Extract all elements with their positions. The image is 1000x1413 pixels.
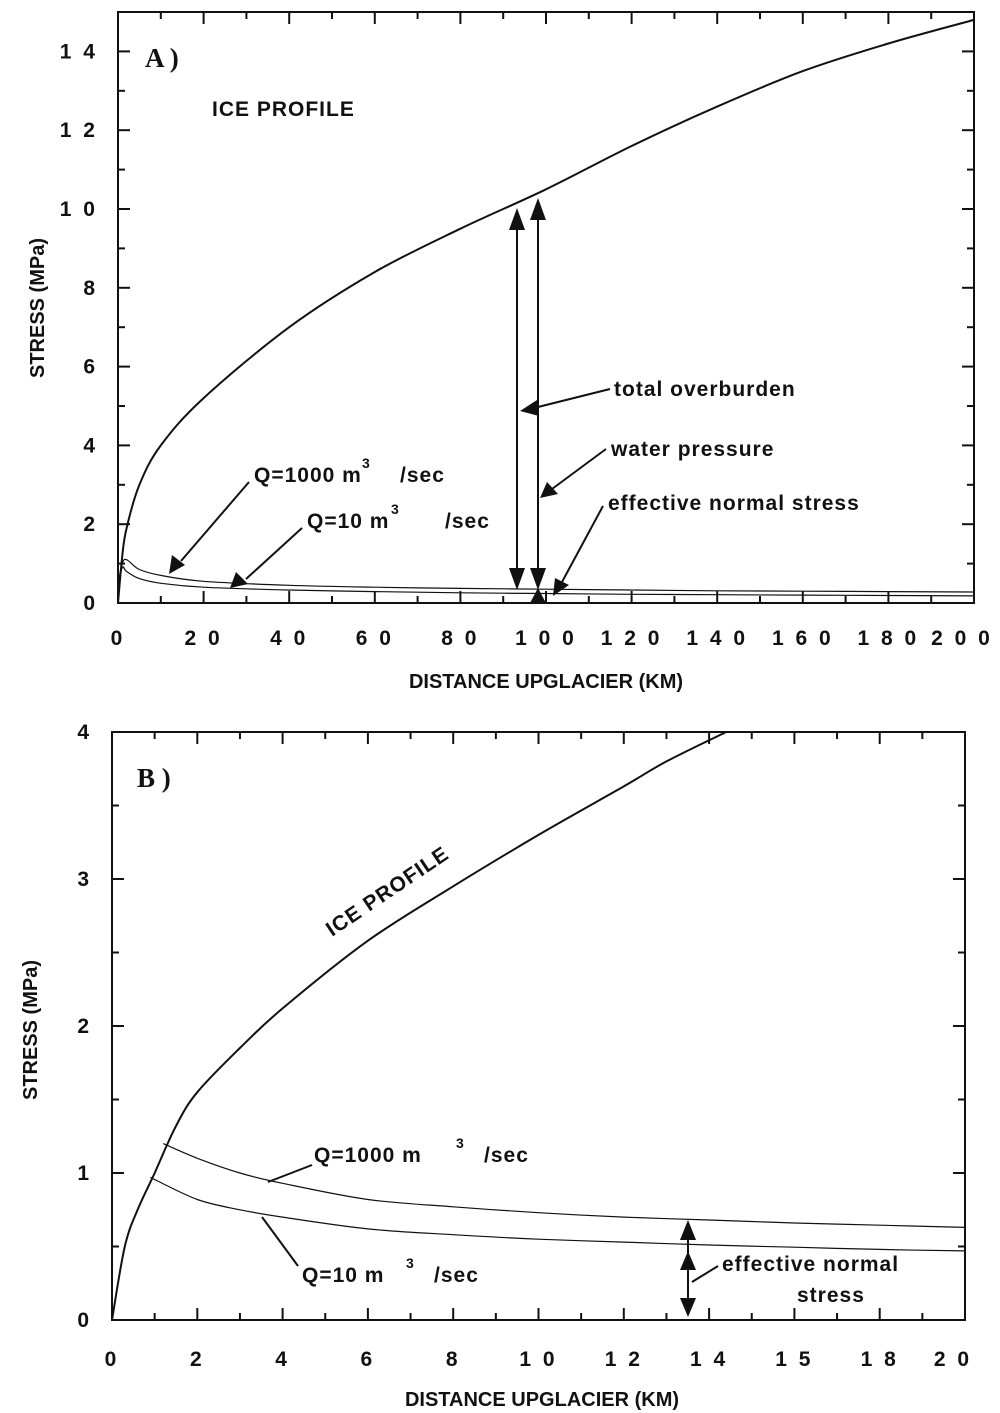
x-tick-label: 8 0: [441, 627, 479, 650]
panel-a-x-axis-title: DISTANCE UPGLACIER (KM): [409, 671, 683, 693]
panel-b-y-axis-title: STRESS (MPa): [20, 960, 42, 1100]
x-tick-label: 1 4: [690, 1348, 728, 1371]
y-tick-label: 8: [83, 277, 98, 300]
x-tick-label: 1 2 0: [601, 627, 663, 650]
panel-a-label: A ): [145, 43, 179, 73]
water-pressure-leader: [552, 449, 606, 489]
water-pressure-label: water pressure: [610, 438, 774, 461]
x-tick-label: 1 0: [519, 1348, 557, 1371]
panel-a-y-tick-labels: 0 2 4 6 8 1 0 1 2 1 4: [60, 40, 98, 615]
q1000-leader: [181, 482, 249, 561]
y-tick-label: 0: [83, 592, 98, 615]
q10-leader: [246, 528, 302, 579]
arrow-head: [680, 1298, 696, 1317]
x-tick-label: 1 4 0: [686, 627, 748, 650]
panel-b-label: B ): [137, 763, 171, 793]
x-tick-label: 2 0 0: [931, 627, 993, 650]
panel-b-q10-label: Q=10 m: [302, 1264, 384, 1287]
panel-b-ticks: [112, 732, 965, 1320]
x-tick-label: 4 0: [270, 627, 308, 650]
arrow-head: [680, 1220, 696, 1240]
y-tick-label: 1 0: [60, 198, 98, 221]
effective-stress-arrow-head: [530, 588, 546, 603]
panel-a-ice-profile-label: ICE PROFILE: [212, 98, 355, 121]
x-tick-label: 6 0: [356, 627, 394, 650]
panel-a-q10-superscript: 3: [391, 501, 399, 517]
x-tick-label: 2 0: [934, 1348, 972, 1371]
panel-b-q10-unit: /sec: [434, 1264, 479, 1287]
effective-normal-stress-label: effective normal stress: [608, 492, 860, 515]
panel-a-q1000-label: Q=1000 m: [254, 464, 362, 487]
arrow-head: [530, 198, 546, 220]
panel-a-q1000-unit: /sec: [400, 464, 445, 487]
x-tick-label: 1 5: [775, 1348, 813, 1371]
panel-b-curves: [112, 732, 965, 1320]
x-tick-label: 1 0 0: [515, 627, 577, 650]
panel-b-effective-label-line2: stress: [797, 1284, 865, 1307]
x-tick-label: 2 0: [184, 627, 222, 650]
y-tick-label: 0: [77, 1309, 92, 1332]
q1000-curve: [118, 559, 974, 592]
arrow-head: [540, 482, 558, 498]
arrow-head: [230, 572, 248, 588]
arrow-head: [520, 400, 539, 416]
panel-b-q1000-superscript: 3: [456, 1135, 464, 1151]
panel-b-frame: [112, 732, 965, 1320]
y-tick-label: 1 4: [60, 40, 98, 63]
panel-a: 0 2 0 4 0 6 0 8 0 1 0 0 1 2 0 1 4 0 1 6 0 1 8 0 2 …: [27, 12, 993, 693]
y-tick-label: 1 2: [60, 119, 98, 142]
arrow-head: [509, 208, 525, 230]
arrow-head: [509, 568, 525, 590]
panel-a-q1000-superscript: 3: [362, 455, 370, 471]
x-tick-label: 8: [446, 1348, 461, 1371]
x-tick-label: 1 6 0: [772, 627, 834, 650]
panel-b-q1000-unit: /sec: [484, 1144, 529, 1167]
panel-b-x-axis-title: DISTANCE UPGLACIER (KM): [405, 1389, 679, 1411]
y-tick-label: 2: [83, 513, 98, 536]
arrow-head: [530, 568, 546, 590]
total-overburden-label: total overburden: [614, 378, 796, 401]
panel-b-effective-label-line1: effective normal: [722, 1253, 899, 1276]
x-tick-label: 1 8 0: [858, 627, 920, 650]
y-tick-label: 2: [77, 1015, 92, 1038]
y-tick-label: 4: [83, 434, 98, 457]
y-tick-label: 3: [77, 868, 92, 891]
panel-a-q10-label: Q=10 m: [307, 510, 389, 533]
x-tick-label: 1 8: [861, 1348, 899, 1371]
arrow-head: [680, 1251, 696, 1270]
y-tick-label: 4: [77, 721, 92, 744]
panel-b-q10-leader: [262, 1217, 298, 1266]
total-overburden-leader: [534, 389, 610, 408]
panel-a-y-axis-title: STRESS (MPa): [27, 238, 49, 378]
ice-profile-curve: [112, 732, 726, 1320]
x-tick-label: 4: [275, 1348, 290, 1371]
x-tick-label: 0: [105, 1348, 120, 1371]
x-tick-label: 0: [111, 627, 126, 650]
y-tick-label: 6: [83, 356, 98, 379]
panel-b-q10-superscript: 3: [406, 1255, 414, 1271]
x-tick-label: 1 2: [605, 1348, 643, 1371]
panel-b-q1000-leader: [268, 1165, 312, 1182]
panel-a-x-tick-labels: 0 2 0 4 0 6 0 8 0 1 0 0 1 2 0 1 4 0 1 6 0 1 8 0 2 …: [111, 627, 993, 650]
q1000-curve: [163, 1144, 965, 1228]
y-tick-label: 1: [77, 1162, 92, 1185]
panel-b-y-tick-labels: 0 1 2 3 4: [77, 721, 92, 1332]
x-tick-label: 2: [190, 1348, 205, 1371]
panel-b-x-tick-labels: 0 2 4 6 8 1 0 1 2 1 4 1 5 1 8 2 0: [105, 1348, 972, 1371]
panel-b-q1000-label: Q=1000 m: [314, 1144, 422, 1167]
x-tick-label: 6: [361, 1348, 376, 1371]
effective-stress-leader: [562, 506, 603, 582]
panel-b-effective-leader: [692, 1266, 718, 1282]
panel-a-q10-unit: /sec: [445, 510, 490, 533]
panel-b: 0 2 4 6 8 1 0 1 2 1 4 1 5 1 8 2 0 0 1 2 3 4 B ) DISTAN…: [20, 721, 972, 1411]
